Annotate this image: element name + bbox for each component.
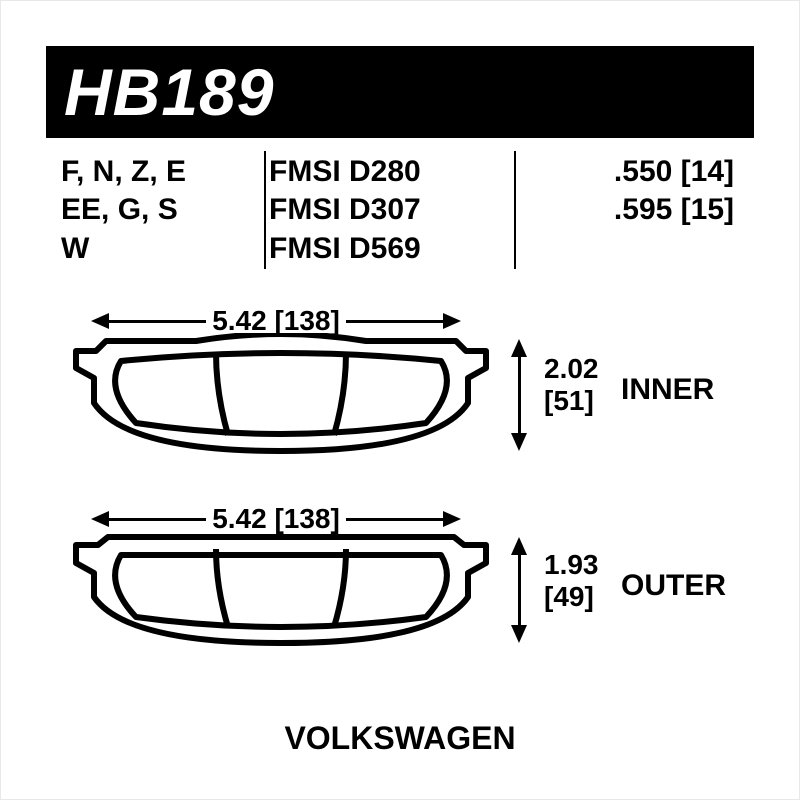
inner-height-mm: [51] (544, 385, 599, 417)
inner-pad-outline (66, 333, 496, 458)
part-number-title: HB189 (46, 54, 274, 130)
fmsi-row-2: FMSI D307 (269, 191, 521, 229)
fmsi-row-3: FMSI D569 (269, 230, 521, 268)
spec-sheet: { "header": { "title": "HB189" }, "specs… (0, 0, 800, 800)
arrow-right-icon (443, 313, 461, 329)
outer-height-mm: [49] (544, 581, 599, 613)
compound-codes-column: F, N, Z, E EE, G, S W (61, 153, 269, 273)
arrow-down-icon (511, 625, 527, 643)
outer-pad-outline (66, 531, 496, 651)
arrow-down-icon (511, 433, 527, 451)
outer-width-value: 5.42 [138] (212, 503, 340, 534)
thickness-column: .550 [14] .595 [15] (521, 153, 744, 273)
outer-height-in: 1.93 (544, 549, 599, 581)
inner-height-value: 2.02 [51] (544, 353, 599, 417)
outer-height-value: 1.93 [49] (544, 549, 599, 613)
arrow-up-icon (511, 537, 527, 555)
inner-height-dimension (511, 339, 527, 451)
outer-height-dimension (511, 537, 527, 643)
arrow-left-icon (91, 511, 109, 527)
thickness-row-1: .550 [14] (521, 153, 744, 191)
inner-width-value: 5.42 [138] (212, 305, 340, 336)
inner-label: INNER (621, 373, 714, 407)
header-bar: HB189 (46, 46, 754, 138)
compound-row-1: F, N, Z, E (61, 153, 269, 191)
compound-row-2: EE, G, S (61, 191, 269, 229)
spec-columns: F, N, Z, E EE, G, S W FMSI D280 FMSI D30… (61, 153, 744, 273)
fmsi-column: FMSI D280 FMSI D307 FMSI D569 (269, 153, 521, 273)
arrow-left-icon (91, 313, 109, 329)
outer-label: OUTER (621, 569, 726, 603)
thickness-row-2: .595 [15] (521, 191, 744, 229)
arrow-right-icon (443, 511, 461, 527)
pad-diagrams: 5.42 [138] 2.02 [51] INNE (66, 291, 736, 711)
compound-row-3: W (61, 230, 269, 268)
inner-height-in: 2.02 (544, 353, 599, 385)
vehicle-brand: VOLKSWAGEN (1, 720, 799, 757)
fmsi-row-1: FMSI D280 (269, 153, 521, 191)
arrow-up-icon (511, 339, 527, 357)
